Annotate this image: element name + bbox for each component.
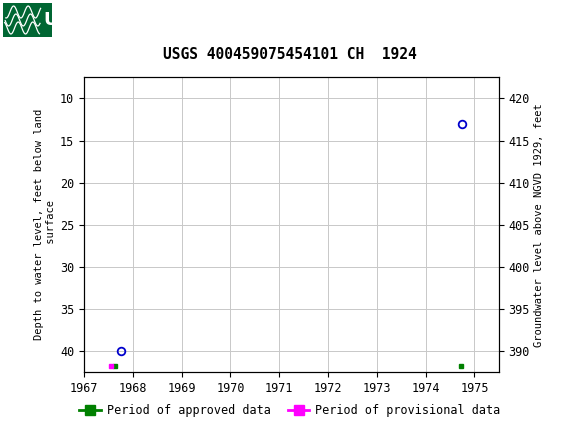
Y-axis label: Depth to water level, feet below land
 surface: Depth to water level, feet below land su… bbox=[34, 109, 56, 340]
FancyBboxPatch shape bbox=[3, 3, 52, 37]
Y-axis label: Groundwater level above NGVD 1929, feet: Groundwater level above NGVD 1929, feet bbox=[534, 103, 544, 347]
Text: USGS: USGS bbox=[44, 11, 99, 29]
Text: USGS 400459075454101 CH  1924: USGS 400459075454101 CH 1924 bbox=[163, 47, 417, 62]
Legend: Period of approved data, Period of provisional data: Period of approved data, Period of provi… bbox=[75, 399, 505, 422]
